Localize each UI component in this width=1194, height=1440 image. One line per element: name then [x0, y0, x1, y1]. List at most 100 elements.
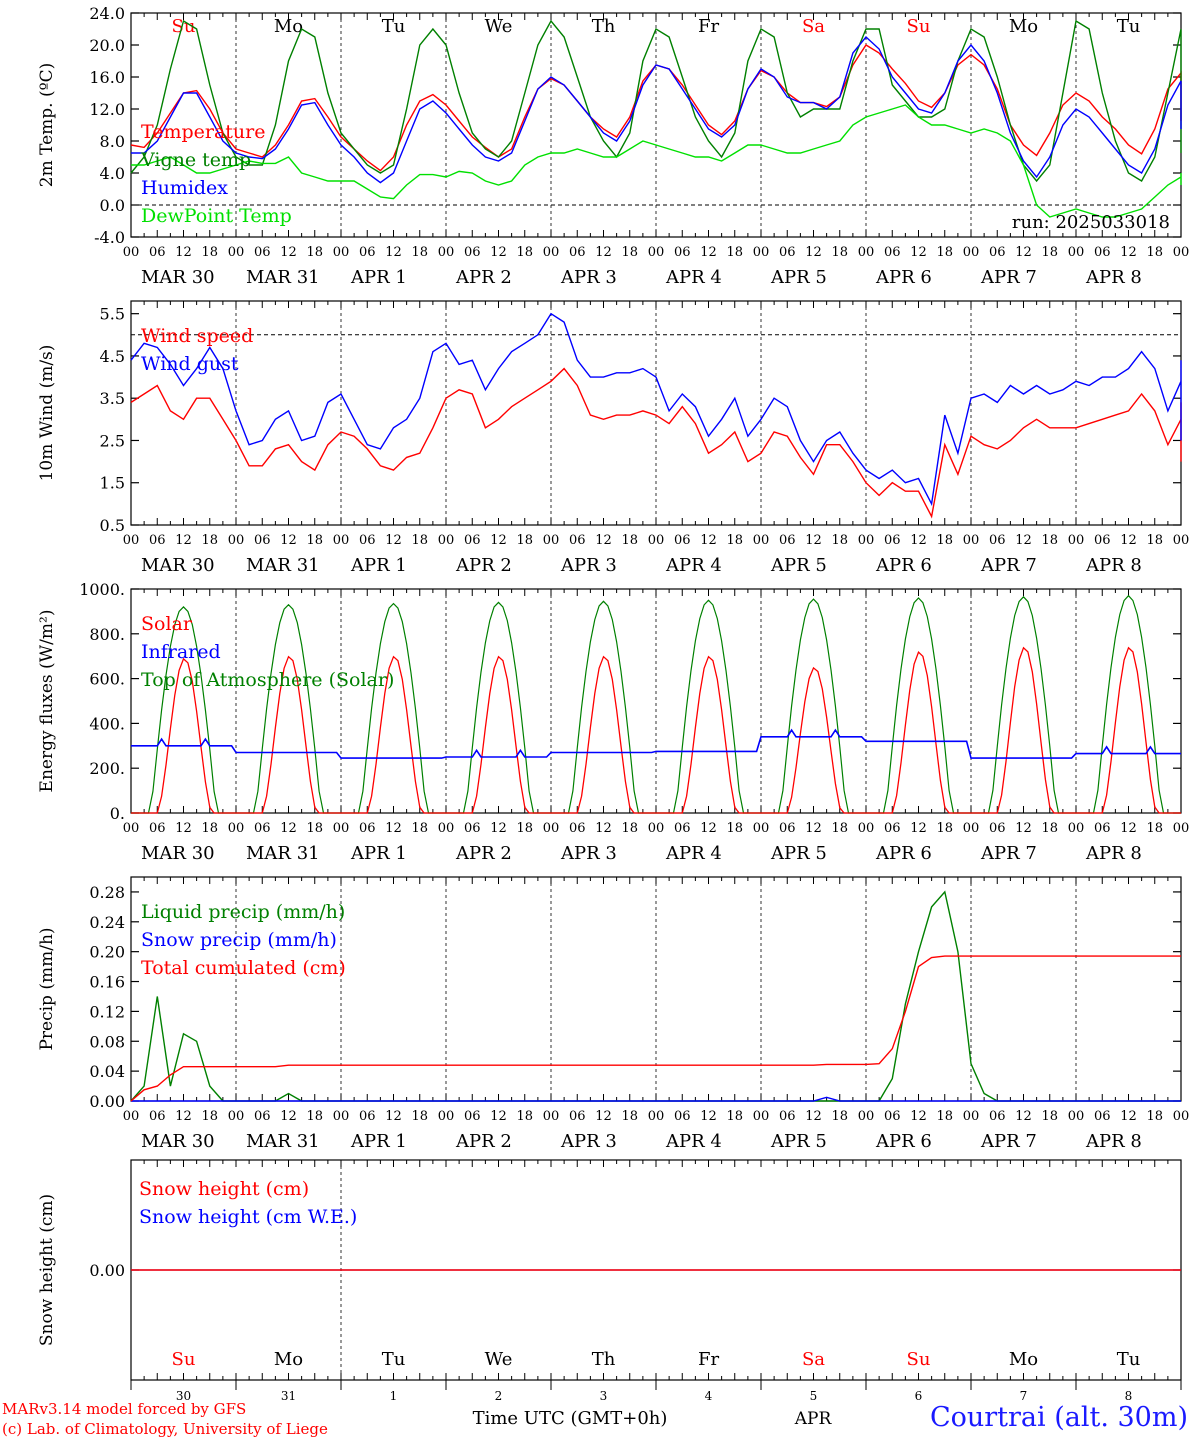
day-name-label: Su	[172, 1349, 196, 1370]
month-label: APR	[794, 1409, 833, 1429]
x-tick-label: 06	[674, 533, 691, 548]
x-tick-label: 18	[936, 821, 953, 836]
y-tick-label: -4.0	[94, 228, 125, 247]
x-tick-label: 12	[1120, 245, 1137, 260]
day-name-label: Tu	[382, 16, 406, 37]
date-label: APR 6	[875, 843, 932, 864]
x-tick-label: 12	[910, 533, 927, 548]
x-tick-label: 00	[228, 1109, 245, 1124]
station-name: Courtrai (alt. 30m)	[929, 1402, 1188, 1433]
x-tick-label: 00	[1068, 821, 1085, 836]
x-tick-label: 06	[149, 821, 166, 836]
date-label: APR 7	[980, 1131, 1037, 1152]
x-tick-label: 06	[674, 1109, 691, 1124]
day-name-label: Th	[592, 16, 616, 37]
x-tick-label: 12	[385, 821, 402, 836]
legend-entry: Infrared	[141, 641, 221, 663]
day-name-label: Su	[907, 16, 931, 37]
legend-entry: Vigne temp	[140, 149, 251, 171]
y-tick-label: 0.16	[89, 973, 125, 992]
date-label: APR 8	[1085, 555, 1142, 576]
x-tick-label: 06	[359, 245, 376, 260]
panel-temperature: 2m Temp. (ºC) -4.0 0.0 4.0 8.0 12.0 16.0 20.0 24…	[37, 4, 1189, 288]
day-number-label: 7	[1020, 1389, 1028, 1403]
x-tick-label: 06	[464, 245, 481, 260]
day-name-label: Mo	[1009, 16, 1038, 37]
y-tick-label: 0.20	[89, 943, 125, 962]
x-tick-label: 00	[1173, 245, 1190, 260]
date-label: APR 4	[665, 843, 722, 864]
series-line-humidex	[131, 35, 1182, 184]
x-tick-label: 00	[648, 245, 665, 260]
x-tick-label: 18	[201, 1109, 218, 1124]
y-tick-label: 3.5	[100, 389, 125, 408]
x-tick-label: 00	[858, 821, 875, 836]
date-label: APR 1	[350, 843, 407, 864]
x-tick-label: 06	[569, 533, 586, 548]
date-label: APR 7	[980, 843, 1037, 864]
x-tick-label: 06	[464, 1109, 481, 1124]
date-label: APR 7	[980, 267, 1037, 288]
x-tick-label: 12	[805, 245, 822, 260]
lab-credit: (c) Lab. of Climatology, University of L…	[2, 1420, 328, 1438]
x-tick-label: 12	[595, 1109, 612, 1124]
x-tick-label: 00	[123, 245, 140, 260]
panel-precip: Precip (mm/h) 0.00 0.04 0.08 0.12 0.16 0.20 0.2…	[37, 876, 1189, 1152]
panel-wind: 10m Wind (m/s) 0.5 1.5 2.5 3.5 4.5 5.5 00 06 12 18…	[37, 300, 1189, 576]
x-tick-label: 12	[490, 1109, 507, 1124]
legend-entry: Solar	[141, 613, 193, 635]
x-tick-label: 00	[438, 533, 455, 548]
y-tick-label: 24.0	[89, 4, 125, 23]
date-label: APR 4	[665, 267, 722, 288]
x-tick-label: 12	[1120, 821, 1137, 836]
x-tick-label: 00	[333, 821, 350, 836]
x-tick-label: 18	[516, 245, 533, 260]
x-tick-label: 18	[1146, 1109, 1163, 1124]
day-number-label: 6	[915, 1389, 923, 1403]
x-tick-label: 18	[936, 1109, 953, 1124]
date-label: APR 7	[980, 555, 1037, 576]
x-tick-label: 12	[805, 1109, 822, 1124]
date-label: APR 4	[665, 1131, 722, 1152]
x-tick-label: 06	[254, 821, 271, 836]
x-tick-label: 00	[753, 1109, 770, 1124]
x-tick-label: 06	[884, 245, 901, 260]
day-name-label: Th	[592, 1349, 616, 1370]
x-tick-label: 12	[595, 533, 612, 548]
day-number-label: 2	[495, 1389, 503, 1403]
x-tick-label: 00	[333, 533, 350, 548]
x-tick-label: 18	[1041, 533, 1058, 548]
x-tick-label: 06	[569, 1109, 586, 1124]
x-tick-label: 12	[1015, 1109, 1032, 1124]
y-tick-label: 0.	[110, 804, 125, 823]
x-tick-label: 06	[569, 245, 586, 260]
date-label: APR 1	[350, 1131, 407, 1152]
day-name-label: Su	[907, 1349, 931, 1370]
day-name-label: Tu	[382, 1349, 406, 1370]
y-tick-label: 16.0	[89, 68, 125, 87]
y-tick-label: 800.	[89, 625, 125, 644]
date-label: APR 5	[770, 267, 827, 288]
x-tick-label: 12	[700, 245, 717, 260]
legend-entry: Snow precip (mm/h)	[141, 929, 337, 951]
x-tick-label: 06	[1094, 821, 1111, 836]
series-line-solar	[131, 646, 1181, 814]
x-tick-label: 06	[1094, 533, 1111, 548]
date-label: APR 1	[350, 267, 407, 288]
x-tick-label: 06	[149, 1109, 166, 1124]
y-tick-label: 0.00	[89, 1092, 125, 1111]
x-tick-label: 12	[700, 821, 717, 836]
y-axis-label: 2m Temp. (ºC)	[37, 63, 57, 188]
legend-entry: Total cumulated (cm)	[141, 957, 346, 979]
date-label: APR 6	[875, 267, 932, 288]
x-tick-label: 06	[989, 245, 1006, 260]
x-tick-label: 12	[1015, 821, 1032, 836]
x-tick-label: 06	[464, 821, 481, 836]
x-tick-label: 12	[175, 245, 192, 260]
date-label: MAR 30	[141, 555, 215, 576]
x-tick-label: 00	[963, 1109, 980, 1124]
day-name-label: Sa	[802, 16, 825, 37]
x-tick-label: 00	[333, 245, 350, 260]
x-tick-label: 06	[884, 533, 901, 548]
date-label: MAR 31	[246, 1131, 320, 1152]
